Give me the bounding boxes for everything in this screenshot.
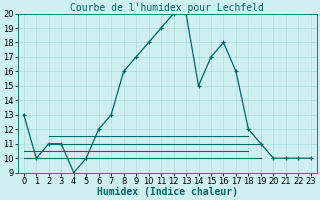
X-axis label: Humidex (Indice chaleur): Humidex (Indice chaleur) <box>97 187 238 197</box>
Title: Courbe de l'humidex pour Lechfeld: Courbe de l'humidex pour Lechfeld <box>70 3 264 13</box>
